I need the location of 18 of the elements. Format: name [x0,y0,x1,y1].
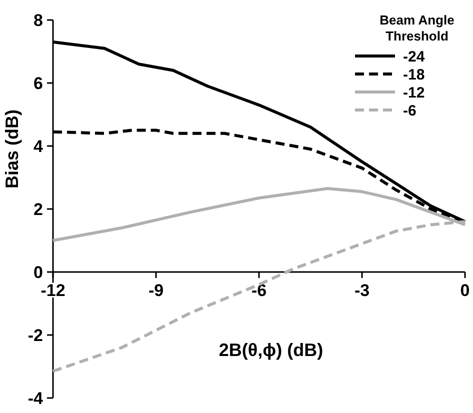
legend-label: -18 [403,66,425,84]
legend-label: -6 [403,102,416,120]
x-axis-title: 2B(θ,ϕ) (dB) [218,340,324,360]
y-tick-label: 4 [34,136,44,156]
y-tick-label: -4 [28,388,44,408]
legend-label: -24 [403,48,426,66]
legend-title: Beam Angle Threshold [380,12,454,44]
x-tick-label: -3 [354,281,370,300]
y-tick-label: 6 [34,74,43,93]
y-tick-label: 0 [34,262,43,282]
x-tick-label: -9 [148,281,164,300]
y-tick-label: 2 [34,200,43,219]
y-tick-label: 8 [34,10,43,30]
legend-label: -12 [403,84,425,102]
y-tick-label: -2 [28,326,43,345]
x-tick-label: -6 [251,281,267,300]
x-tick-label: 0 [460,281,470,300]
y-axis-title: Bias (dB) [2,109,22,189]
